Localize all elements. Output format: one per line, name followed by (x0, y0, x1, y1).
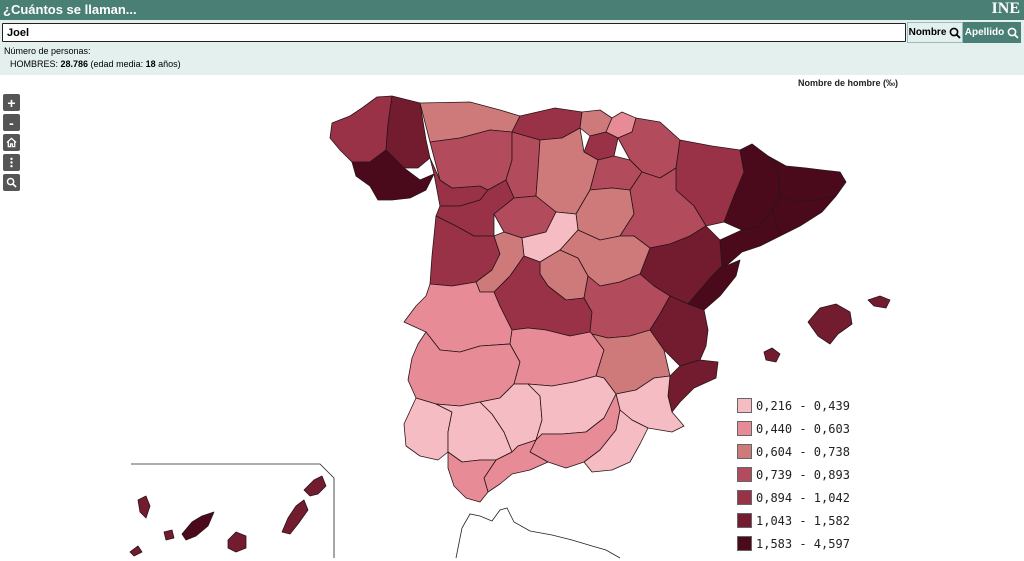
region-gran-canaria[interactable] (227, 531, 247, 553)
apellido-button-label: Apellido (964, 27, 1005, 38)
men-count: 28.786 (60, 59, 89, 69)
region-lanzarote[interactable] (303, 475, 327, 497)
region-barcelona[interactable] (771, 195, 837, 237)
legend-item[interactable]: 1,583 - 4,597 (737, 532, 850, 555)
legend-item[interactable]: 0,604 - 0,738 (737, 440, 850, 463)
region-ibiza[interactable] (763, 347, 781, 363)
search-icon (949, 27, 962, 39)
map-legend: 0,216 - 0,439 0,440 - 0,603 0,604 - 0,738 0… (737, 394, 850, 555)
legend-label: 1,043 - 1,582 (756, 513, 850, 528)
region-la-gomera[interactable] (163, 529, 175, 541)
legend-label: 0,894 - 1,042 (756, 490, 850, 505)
legend-swatch (737, 398, 752, 413)
canary-inset-frame (131, 463, 335, 558)
menu-button[interactable] (3, 154, 20, 171)
nombre-search-button[interactable]: Nombre (907, 22, 963, 43)
home-button[interactable] (3, 134, 20, 151)
more-vertical-icon (10, 157, 13, 168)
legend-title: Nombre de hombre (‰) (797, 78, 898, 88)
search-icon (1007, 27, 1019, 39)
top-bar: ¿Cuántos se llaman... INE (0, 0, 1024, 20)
age-label: (edad media: (88, 59, 146, 69)
mean-age: 18 (145, 59, 156, 69)
legend-item[interactable]: 0,216 - 0,439 (737, 394, 850, 417)
count-line: HOMBRES: 28.786 (edad media: 18 años) (10, 59, 181, 69)
result-info: Número de personas: HOMBRES: 28.786 (eda… (0, 44, 1024, 75)
region-castellon[interactable] (687, 259, 741, 311)
region-lugo[interactable] (385, 95, 431, 169)
legend-item[interactable]: 0,894 - 1,042 (737, 486, 850, 509)
region-alicante[interactable] (667, 359, 719, 413)
legend-swatch (737, 490, 752, 505)
region-tenerife[interactable] (181, 511, 215, 541)
app-title: ¿Cuántos se llaman... (3, 2, 137, 17)
legend-item[interactable]: 0,739 - 0,893 (737, 463, 850, 486)
nombre-button-label: Nombre (908, 27, 947, 38)
apellido-search-button[interactable]: Apellido (963, 22, 1021, 43)
search-icon (6, 177, 17, 188)
region-cadiz[interactable] (447, 451, 497, 503)
region-el-hierro[interactable] (129, 545, 143, 557)
map-search-button[interactable] (3, 174, 20, 191)
legend-swatch (737, 536, 752, 551)
count-label: Número de personas: (4, 46, 91, 56)
home-icon (6, 137, 17, 148)
legend-item[interactable]: 0,440 - 0,603 (737, 417, 850, 440)
region-tarragona[interactable] (719, 209, 781, 267)
legend-swatch (737, 421, 752, 436)
region-almeria[interactable] (583, 409, 649, 473)
region-fuerteventura[interactable] (281, 499, 309, 535)
legend-swatch (737, 513, 752, 528)
legend-label: 0,739 - 0,893 (756, 467, 850, 482)
legend-label: 0,440 - 0,603 (756, 421, 850, 436)
region-menorca[interactable] (867, 295, 891, 309)
ine-logo[interactable]: INE (991, 0, 1020, 17)
legend-label: 0,604 - 0,738 (756, 444, 850, 459)
map-controls: + - (3, 94, 20, 194)
african-coast-outline (455, 507, 621, 559)
legend-label: 1,583 - 4,597 (756, 536, 850, 551)
choropleth-map[interactable] (0, 75, 1024, 561)
search-row: Nombre Apellido (0, 20, 1024, 44)
legend-swatch (737, 467, 752, 482)
region-la-palma[interactable] (137, 495, 151, 519)
legend-swatch (737, 444, 752, 459)
name-search-input[interactable] (2, 23, 906, 42)
region-mallorca[interactable] (807, 303, 853, 345)
men-label: HOMBRES: (10, 59, 61, 69)
legend-item[interactable]: 1,043 - 1,582 (737, 509, 850, 532)
zoom-out-button[interactable]: - (3, 114, 20, 131)
region-pontevedra[interactable] (351, 149, 435, 201)
region-girona[interactable] (767, 155, 847, 203)
age-suffix: años) (155, 59, 181, 69)
legend-label: 0,216 - 0,439 (756, 398, 850, 413)
zoom-in-button[interactable]: + (3, 94, 20, 111)
